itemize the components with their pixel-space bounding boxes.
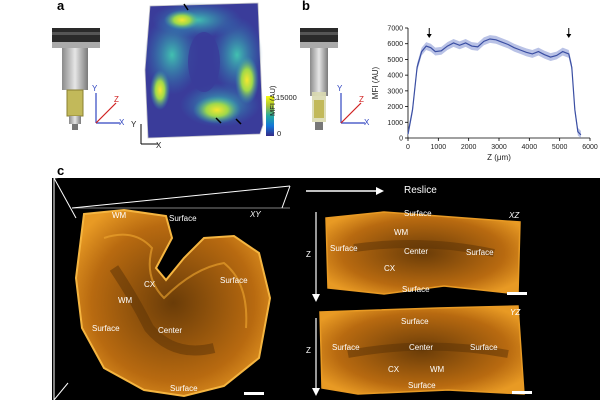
axis-label-z-b: Z [359, 95, 364, 104]
xy-label-center: Center [158, 326, 183, 335]
xz-label-center: Center [404, 247, 429, 256]
yz-label-center: Center [409, 343, 434, 352]
x-tick-label: 4000 [522, 144, 538, 151]
xz-slice-image [325, 211, 521, 295]
y-tick-label: 1000 [387, 120, 403, 127]
y-tick-label: 6000 [387, 41, 403, 48]
series-line [407, 38, 582, 136]
xy-label-surface-top: Surface [169, 214, 197, 223]
map-axis-label-x: X [156, 141, 162, 150]
axis-label-y-b: Y [337, 84, 343, 93]
yz-label-cx: CX [388, 365, 400, 374]
map-axes-corner [140, 124, 158, 145]
x-tick-label: 6000 [582, 144, 598, 151]
xy-label-wm: WM [118, 296, 133, 305]
chart-xlabel: Z (μm) [487, 153, 511, 162]
yz-label-surface-top: Surface [401, 317, 429, 326]
xz-scale-bar [507, 292, 527, 295]
xz-axis-label-z: Z [306, 250, 311, 259]
y-tick-label: 4000 [387, 73, 403, 80]
yz-plane-label: YZ [510, 308, 521, 317]
axis-label-x-b: X [364, 118, 370, 127]
x-tick-label: 1000 [431, 144, 447, 151]
xz-label-surface-right: Surface [466, 248, 494, 257]
axes-triad-b [340, 93, 365, 124]
panel-c-microscopy: Surface XY WM CX Surface WM Surface Cent… [52, 178, 600, 400]
colorbar-label: MFI (AU) [268, 85, 277, 116]
reslice-arrow [306, 187, 384, 195]
x-tick-label: 5000 [552, 144, 568, 151]
y-tick-label: 3000 [387, 88, 403, 95]
axis-label-x-a: X [119, 118, 125, 127]
marker-arrow-head [426, 34, 432, 38]
marker-arrow-head [566, 34, 572, 38]
mfi-heatmap [144, 2, 264, 139]
x-tick-label: 2000 [461, 144, 477, 151]
panel-letter-a: a [57, 0, 65, 13]
yz-label-surface-right: Surface [470, 343, 498, 352]
xy-label-surface-bottom: Surface [170, 384, 198, 393]
clamp-device-b [300, 28, 338, 130]
xz-plane-label: XZ [509, 211, 520, 220]
xy-scale-bar [244, 392, 264, 395]
yz-label-wm: WM [430, 365, 445, 374]
yz-scale-bar [512, 391, 532, 394]
xz-label-surface-left: Surface [330, 244, 358, 253]
y-tick-label: 5000 [387, 57, 403, 64]
xy-label-cx: CX [144, 280, 156, 289]
xy-label-wm-top: WM [112, 211, 127, 220]
y-tick-label: 7000 [387, 26, 403, 33]
xz-label-cx: CX [384, 264, 396, 273]
xy-plane-label: XY [250, 210, 261, 219]
chart-ylabel: MFI (AU) [371, 66, 380, 99]
xz-label-wm: WM [394, 228, 409, 237]
colorbar [266, 96, 274, 136]
panel-letter-b: b [302, 0, 310, 13]
xy-label-surface-right: Surface [220, 276, 248, 285]
yz-slice-image [319, 305, 525, 395]
volume-wireframe [53, 178, 291, 400]
yz-axis-label-z: Z [306, 346, 311, 355]
z-arrows [312, 212, 320, 396]
xz-label-surface-top: Surface [404, 209, 432, 218]
y-tick-label: 2000 [387, 104, 403, 111]
colorbar-max: 15000 [276, 93, 297, 102]
y-tick-label: 0 [399, 136, 403, 143]
clamp-device-a [52, 28, 100, 130]
axes-triad-a [95, 93, 120, 124]
xy-slice-image [74, 208, 272, 398]
mfi-profile-chart: 0 1000 2000 3000 4000 5000 6000 7000 0 1000 2000 30… [371, 26, 598, 163]
yz-label-surface-bottom: Surface [408, 381, 436, 390]
colorbar-min: 0 [277, 129, 282, 138]
series-error-band [408, 35, 581, 138]
map-axis-label-y: Y [131, 120, 137, 129]
xy-label-surface-left: Surface [92, 324, 120, 333]
reslice-label: Reslice [404, 185, 437, 196]
axis-label-y-a: Y [92, 84, 98, 93]
axis-label-z-a: Z [114, 95, 119, 104]
x-tick-label: 0 [406, 144, 410, 151]
xz-label-surface-bottom: Surface [402, 285, 430, 294]
yz-label-surface-left: Surface [332, 343, 360, 352]
x-tick-label: 3000 [491, 144, 507, 151]
panel-letter-c: c [57, 163, 65, 178]
